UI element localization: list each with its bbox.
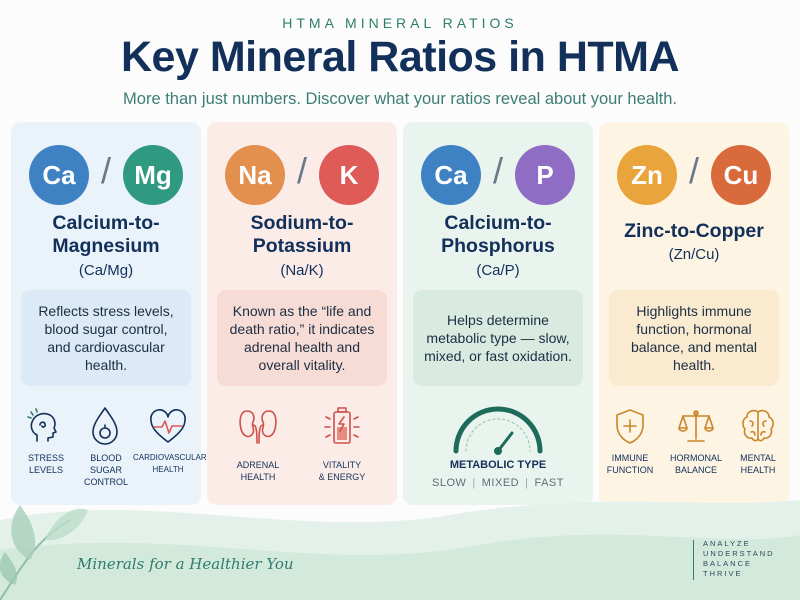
footer-keyword: UNDERSTAND bbox=[703, 549, 775, 558]
card-title-line2: Potassium bbox=[252, 235, 352, 257]
icon-label-stress: STRESS LEVELS bbox=[27, 453, 64, 475]
brain-icon bbox=[739, 407, 777, 445]
leaf-decoration-icon bbox=[0, 505, 88, 600]
symbol-circle-ca: Ca bbox=[421, 145, 481, 205]
footer-divider bbox=[693, 540, 694, 580]
page-subtitle: More than just numbers. Discover what yo… bbox=[123, 90, 677, 108]
card-title-line1: Sodium-to- bbox=[250, 212, 354, 234]
card-title-line1: Zinc-to-Copper bbox=[624, 220, 764, 242]
symbol-circle-p: P bbox=[515, 145, 575, 205]
icon-label-hormonal: HORMONAL BALANCE bbox=[669, 453, 722, 475]
symbol-circle-na: Na bbox=[225, 145, 285, 205]
card-abbreviation: (Zn/Cu) bbox=[668, 246, 720, 263]
shield-icon bbox=[613, 407, 647, 445]
card-title-line2: Magnesium bbox=[52, 235, 160, 257]
gauge-fast: FAST bbox=[534, 477, 564, 489]
card-abbreviation: (Ca/P) bbox=[476, 262, 520, 279]
gauge-mixed: MIXED bbox=[481, 477, 520, 489]
card-title-line1: Calcium-to- bbox=[52, 212, 160, 234]
blood-drop-icon bbox=[87, 405, 123, 447]
footer-keyword: BALANCE bbox=[703, 559, 753, 568]
ratio-divider: / bbox=[688, 150, 699, 191]
card-abbreviation: (Ca/Mg) bbox=[78, 262, 134, 279]
gauge-slow: SLOW bbox=[432, 477, 467, 489]
card-description: Helps determine metabolic type — slow, m… bbox=[413, 290, 583, 386]
footer-keyword: ANALYZE bbox=[703, 539, 751, 548]
symbol-circle-cu: Cu bbox=[711, 145, 771, 205]
card-description: Known as the “life and death ratio,” it … bbox=[217, 290, 387, 386]
icon-label-vitality: VITALITY & ENERGY bbox=[318, 460, 366, 482]
symbol-circle-ca: Ca bbox=[29, 145, 89, 205]
gauge-label: METABOLIC TYPE bbox=[449, 459, 547, 471]
symbol-circle-mg: Mg bbox=[123, 145, 183, 205]
card-ca-mg: Ca / Mg Calcium-to- Magnesium (Ca/Mg) Re… bbox=[11, 122, 207, 505]
icon-label-mental: MENTAL HEALTH bbox=[740, 453, 776, 475]
card-title: Calcium-to- Magnesium bbox=[11, 212, 201, 258]
card-na-k: Na / K Sodium-to- Potassium (Na/K) Known… bbox=[207, 122, 397, 505]
card-title: Calcium-to- Phosphorus bbox=[403, 212, 593, 258]
card-title-line1: Calcium-to- bbox=[444, 212, 552, 234]
card-ca-p: Ca / P Calcium-to- Phosphorus (Ca/P) Hel… bbox=[403, 122, 593, 505]
gauge-icon bbox=[448, 405, 548, 455]
stress-icon bbox=[25, 407, 63, 445]
footer-tagline: Minerals for a Healthier You bbox=[77, 555, 294, 573]
footer-wave bbox=[0, 500, 800, 600]
heart-pulse-icon bbox=[148, 409, 188, 445]
ratio-divider: / bbox=[100, 150, 111, 191]
footer-keyword: THRIVE bbox=[703, 569, 743, 578]
icon-label-cardiovascular: CARDIOVASCULAR HEALTH bbox=[133, 453, 207, 474]
eyebrow-text: HTMA MINERAL RATIOS bbox=[282, 15, 518, 31]
gauge-scale: SLOW | MIXED | FAST bbox=[432, 477, 564, 489]
symbol-circle-k: K bbox=[319, 145, 379, 205]
icon-label-blood-sugar: BLOOD SUGAR CONTROL bbox=[83, 453, 128, 487]
footer-keyword-list: ANALYZE UNDERSTAND BALANCE THRIVE bbox=[703, 539, 775, 579]
symbol-circle-zn: Zn bbox=[617, 145, 677, 205]
card-abbreviation: (Na/K) bbox=[280, 262, 324, 279]
ratio-divider: / bbox=[492, 150, 503, 191]
icon-label-immune: IMMUNE FUNCTION bbox=[606, 453, 654, 475]
icon-label-adrenal: ADRENAL HEALTH bbox=[236, 460, 280, 482]
page-title: Key Mineral Ratios in HTMA bbox=[120, 33, 680, 81]
ratio-divider: / bbox=[296, 150, 307, 191]
card-title: Zinc-to-Copper bbox=[599, 220, 789, 243]
card-description: Highlights immune function, hormonal bal… bbox=[609, 290, 779, 386]
card-title: Sodium-to- Potassium bbox=[207, 212, 397, 258]
card-zn-cu: Zn / Cu Zinc-to-Copper (Zn/Cu) Highlight… bbox=[599, 122, 789, 505]
scale-icon bbox=[677, 408, 715, 444]
battery-icon bbox=[322, 405, 362, 447]
kidney-icon bbox=[237, 407, 279, 445]
card-title-line2: Phosphorus bbox=[441, 235, 555, 257]
card-description: Reflects stress levels, blood sugar cont… bbox=[21, 290, 191, 386]
